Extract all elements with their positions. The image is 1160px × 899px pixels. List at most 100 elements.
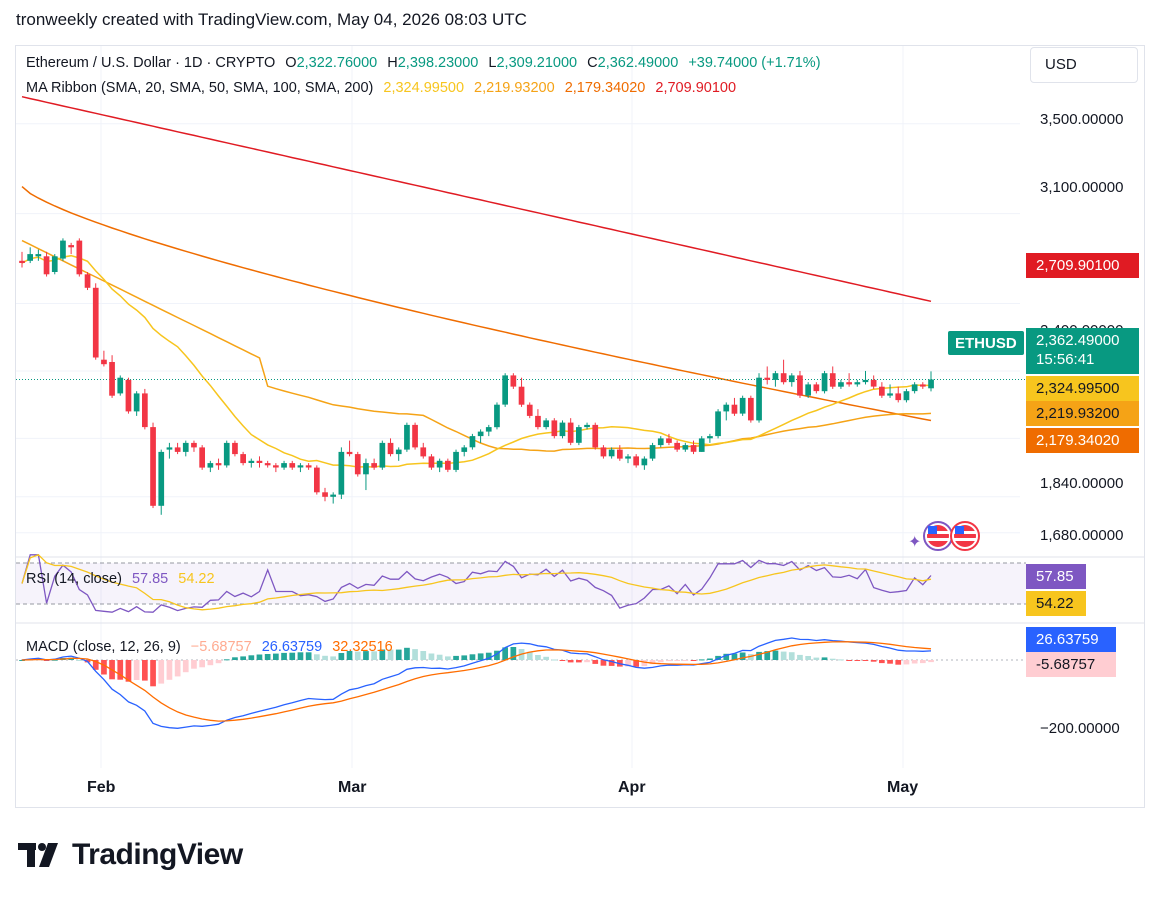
candle-body <box>395 449 402 455</box>
candle-body <box>207 463 214 468</box>
macd-histogram-bar <box>494 650 500 660</box>
ohlc-open: 2,322.76000 <box>296 55 378 71</box>
ma-ribbon-legend[interactable]: MA Ribbon (SMA, 20, SMA, 50, SMA, 100, S… <box>26 80 736 96</box>
candle-body <box>109 362 115 396</box>
macd-histogram-bar <box>207 660 214 666</box>
ma-ribbon-label: MA Ribbon (SMA, 20, SMA, 50, SMA, 100, S… <box>26 80 374 96</box>
macd-histogram-bar <box>780 651 787 660</box>
candle-body <box>748 397 754 421</box>
candle-body <box>117 377 124 394</box>
macd-histogram-bar <box>199 660 205 668</box>
candle-body <box>125 379 132 412</box>
time-axis-label: Apr <box>618 779 646 796</box>
macd-hist-value: −5.68757 <box>190 639 252 655</box>
macd-histogram-bar <box>862 660 869 661</box>
symbol-legend[interactable]: Ethereum / U.S. Dollar · 1D · CRYPTO O2,… <box>26 55 821 71</box>
macd-histogram-bar <box>477 653 484 660</box>
candle-body <box>625 456 631 459</box>
sma50-price-badge: 2,219.93200 <box>1026 401 1139 426</box>
tradingview-logo: TradingView <box>18 838 243 872</box>
ma-ribbon-sma50: 2,219.93200 <box>474 80 555 96</box>
macd-histogram-bar <box>76 659 83 661</box>
macd-histogram-bar <box>559 660 566 661</box>
candle-body <box>60 240 66 259</box>
macd-histogram-bar <box>846 660 852 661</box>
macd-histogram-bar <box>395 649 402 660</box>
candle-body <box>576 427 582 443</box>
ma-ribbon-sma200: 2,709.90100 <box>655 80 737 96</box>
macd-histogram-bar <box>232 657 238 660</box>
rsi-label: RSI (14, close) <box>26 571 122 587</box>
candle-body <box>346 451 353 455</box>
macd-histogram-bar <box>215 660 222 664</box>
macd-histogram-bar <box>379 649 386 660</box>
last-price-badge: 2,362.49000 15:56:41 <box>1026 328 1139 374</box>
candle-body <box>76 240 83 275</box>
candle-body <box>420 447 427 457</box>
tradingview-logo-text: TradingView <box>72 838 243 871</box>
candle-body <box>314 467 320 493</box>
candle-body <box>191 442 197 448</box>
candle-body <box>928 379 934 389</box>
candle-body <box>412 424 418 448</box>
ohlc-low: 2,309.21000 <box>496 55 578 71</box>
candle-body <box>788 375 795 383</box>
macd-histogram-bar <box>133 660 140 680</box>
macd-histogram-bar <box>756 651 762 660</box>
macd-histogram-bar <box>576 660 582 663</box>
chart-frame <box>15 45 1145 808</box>
tradingview-logo-icon <box>18 843 58 867</box>
macd-histogram-bar <box>739 652 746 660</box>
macd-histogram-bar <box>445 656 451 660</box>
macd-histogram-bar <box>543 656 549 660</box>
macd-histogram-bar <box>674 660 680 661</box>
candle-body <box>264 463 271 466</box>
macd-histogram-bar <box>657 660 664 663</box>
rsi-line <box>21 554 932 613</box>
last-price: 2,362.49000 <box>1036 332 1120 349</box>
macd-histogram-bar <box>690 660 697 661</box>
candle-body <box>305 465 312 468</box>
macd-histogram-bar <box>805 656 811 660</box>
macd-axis-label: −200.00000 <box>1040 720 1120 737</box>
ohlc-low-label: L <box>488 55 497 71</box>
candle-body <box>567 422 574 443</box>
time-axis-label: Feb <box>87 779 116 796</box>
macd-signal-line <box>21 641 932 722</box>
macd-signal-value: 32.32516 <box>332 639 393 655</box>
currency-button[interactable]: USD <box>1030 47 1138 83</box>
macd-histogram-bar <box>314 654 320 660</box>
candle-body <box>256 460 263 463</box>
candle-body <box>551 420 558 437</box>
macd-histogram-bar <box>273 653 279 660</box>
candle-body <box>518 386 525 405</box>
candle-body <box>764 377 771 380</box>
macd-histogram-bar <box>191 660 197 669</box>
candle-body <box>92 287 99 358</box>
macd-histogram-bar <box>387 649 394 660</box>
macd-legend[interactable]: MACD (close, 12, 26, 9) −5.68757 26.6375… <box>26 639 393 655</box>
macd-histogram-bar <box>838 659 844 661</box>
time-axis-label: May <box>887 779 919 796</box>
candle-body <box>797 375 803 396</box>
candle-body <box>862 379 869 383</box>
macd-histogram-bar <box>551 659 558 661</box>
candle-body <box>903 391 910 401</box>
candle-body <box>682 445 689 450</box>
rsi-legend[interactable]: RSI (14, close) 57.85 54.22 <box>26 571 215 587</box>
macd-histogram-bar <box>289 652 296 660</box>
macd-histogram-bar <box>453 655 459 660</box>
macd-histogram-bar <box>698 659 705 661</box>
candle-body <box>608 449 615 457</box>
macd-histogram-bar <box>870 660 877 662</box>
macd-histogram-bar <box>641 660 648 667</box>
macd-histogram-bar <box>51 659 58 661</box>
macd-histogram-bar <box>322 655 328 660</box>
candle-body <box>870 379 877 387</box>
macd-histogram-bar <box>150 660 156 687</box>
economic-events-icons[interactable]: ✦ <box>906 519 986 553</box>
macd-histogram-bar <box>166 660 173 680</box>
macd-histogram-bar <box>895 660 902 665</box>
candle-body <box>911 384 918 392</box>
